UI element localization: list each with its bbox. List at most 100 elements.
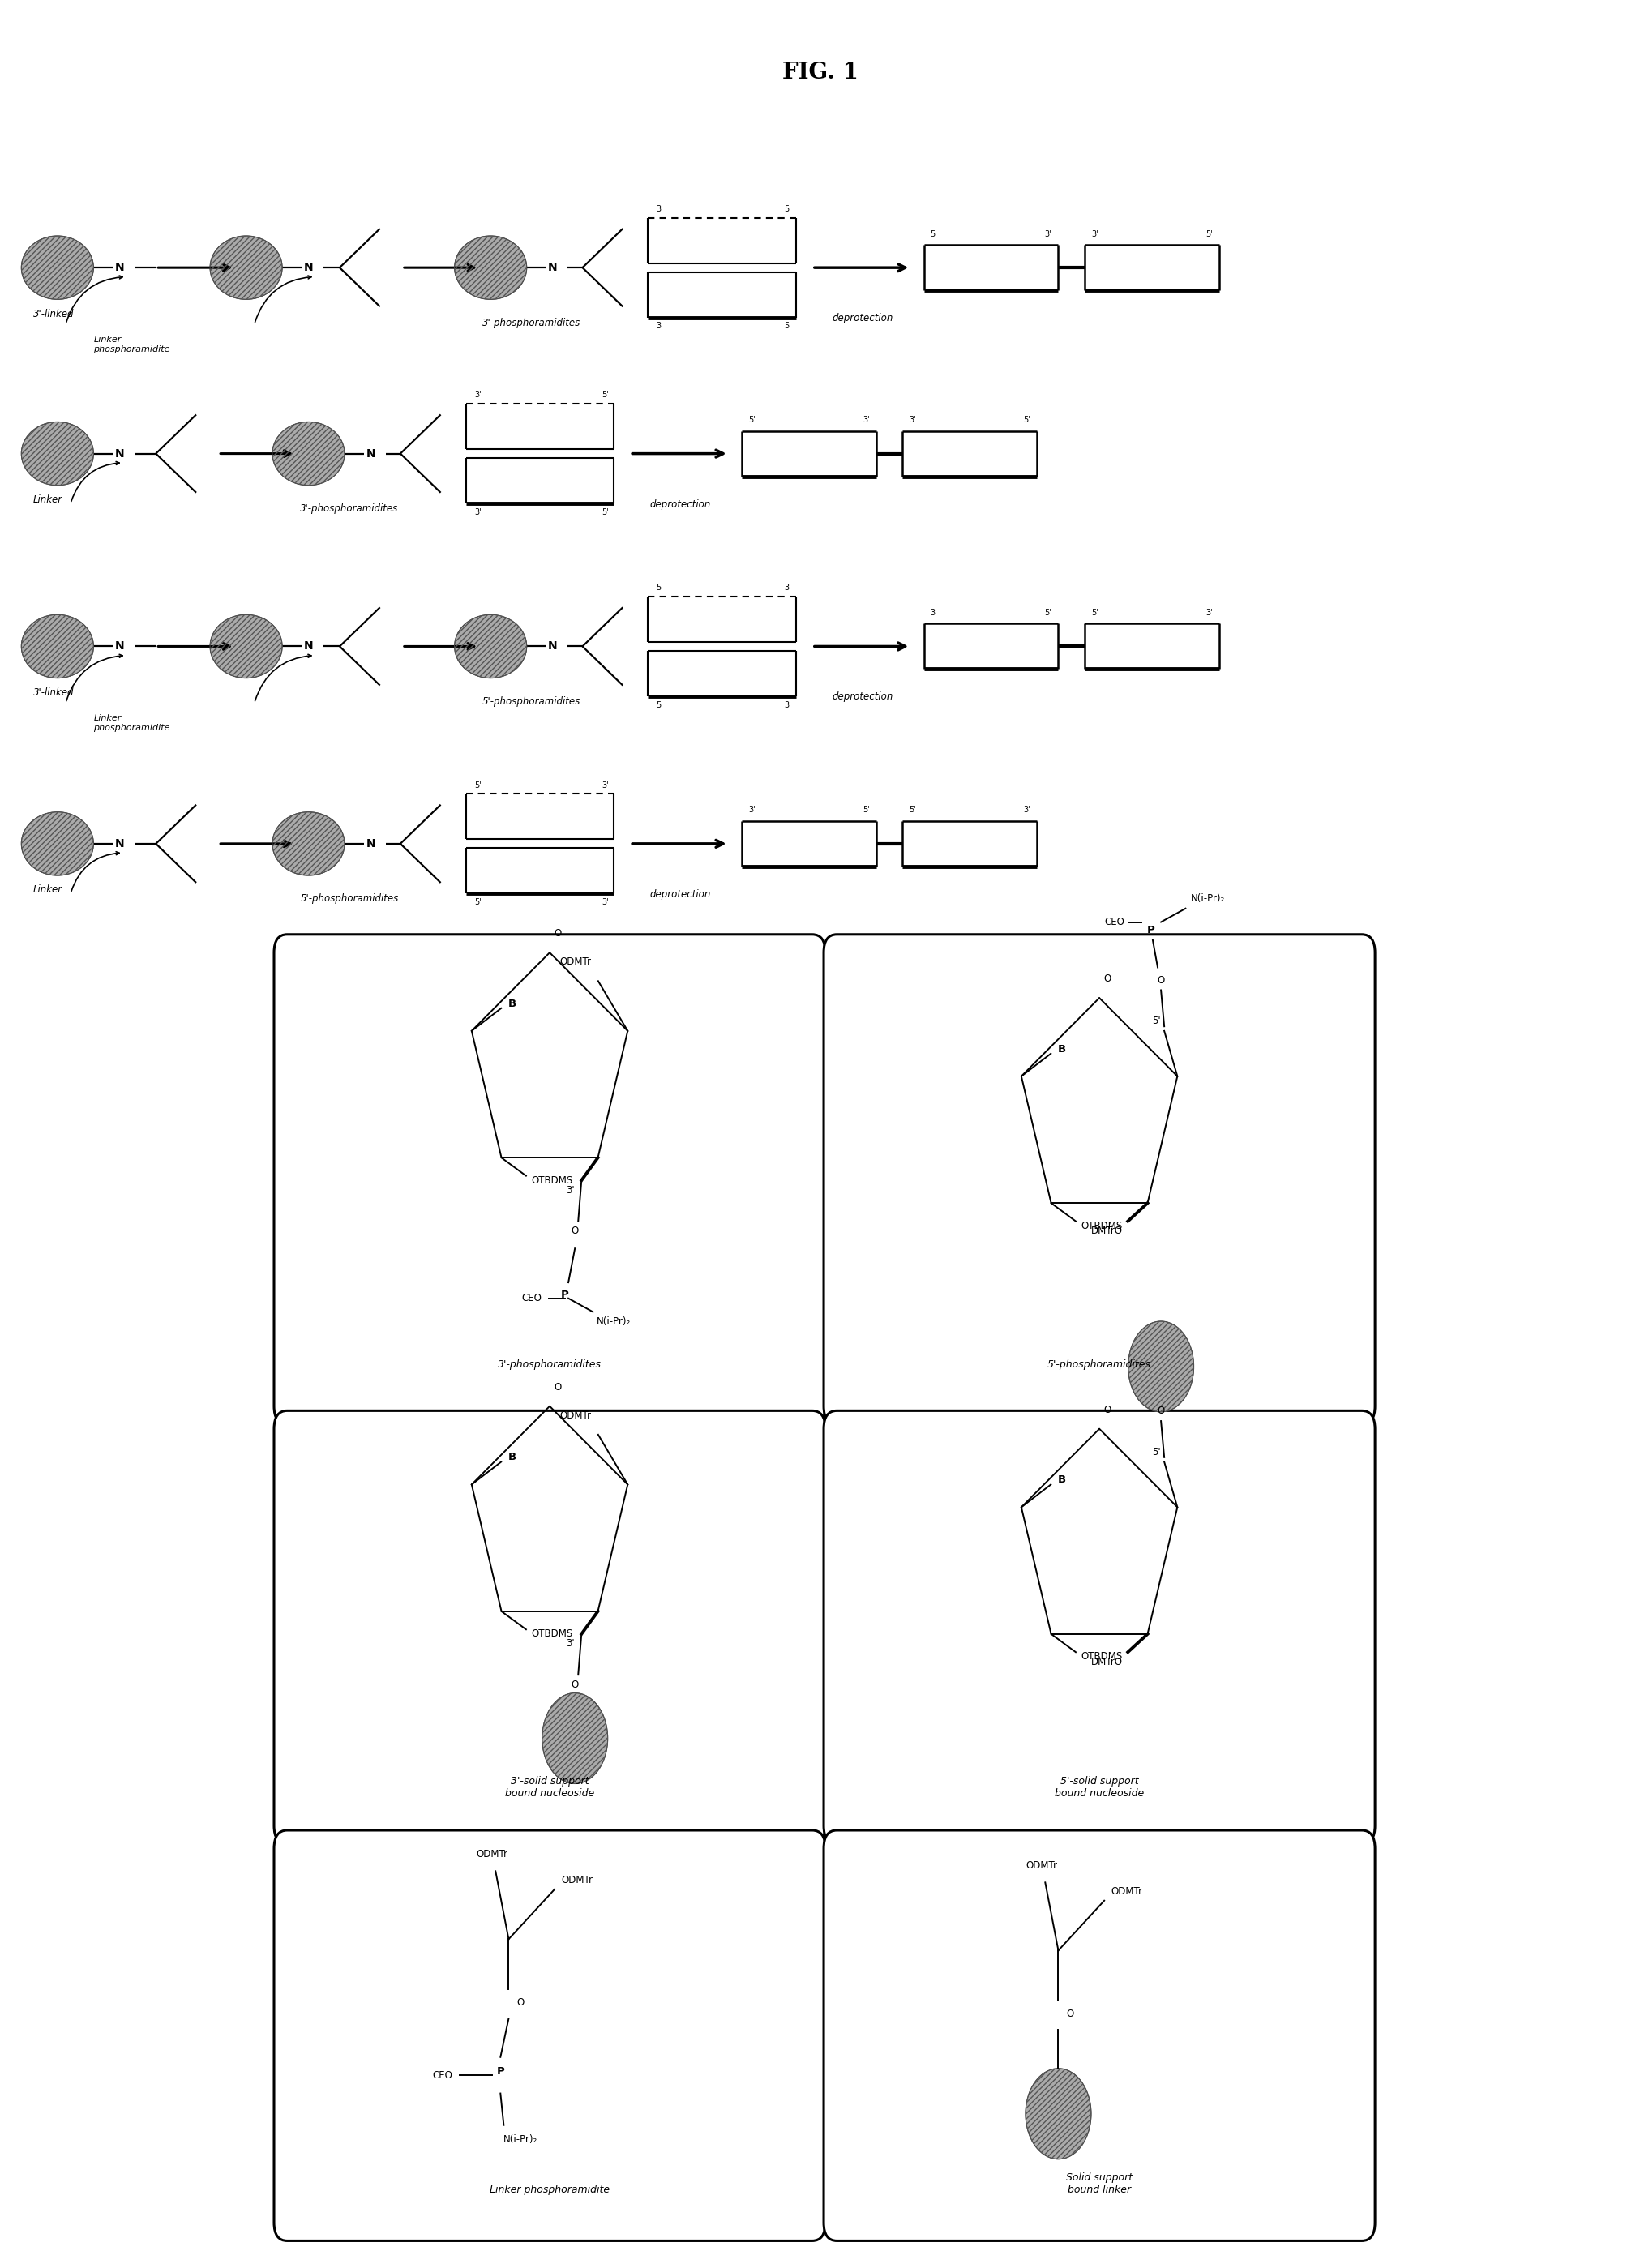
FancyBboxPatch shape: [274, 1830, 825, 2241]
FancyBboxPatch shape: [823, 1411, 1374, 1844]
Circle shape: [1025, 2068, 1091, 2159]
Text: 5': 5': [602, 508, 608, 517]
Text: 3'-linked: 3'-linked: [33, 308, 74, 320]
Text: 5': 5': [656, 583, 663, 592]
Text: 5': 5': [1205, 229, 1212, 238]
Text: O: O: [1104, 973, 1110, 984]
Text: 3'-phosphoramidites: 3'-phosphoramidites: [300, 503, 399, 515]
Text: N: N: [303, 261, 313, 274]
FancyBboxPatch shape: [274, 1411, 825, 1844]
Text: Linker
phosphoramidite: Linker phosphoramidite: [93, 714, 171, 733]
Text: 3': 3': [1023, 805, 1030, 814]
Text: 3': 3': [602, 780, 608, 789]
Text: O: O: [571, 1678, 579, 1690]
Text: N: N: [548, 261, 558, 274]
Text: FIG. 1: FIG. 1: [782, 61, 858, 84]
Ellipse shape: [21, 812, 93, 875]
Text: 5': 5': [1151, 1016, 1161, 1027]
Text: ODMTr: ODMTr: [559, 1411, 592, 1422]
Text: 3': 3': [474, 390, 481, 399]
FancyBboxPatch shape: [823, 1830, 1374, 2241]
Text: N: N: [366, 837, 376, 850]
Text: ODMTr: ODMTr: [1110, 1887, 1141, 1896]
Text: Linker
phosphoramidite: Linker phosphoramidite: [93, 336, 171, 354]
Text: 3': 3': [748, 805, 754, 814]
Ellipse shape: [454, 615, 526, 678]
Text: 5'-phosphoramidites: 5'-phosphoramidites: [482, 696, 581, 708]
Text: 5': 5': [1045, 608, 1051, 617]
Text: 3': 3': [656, 322, 663, 331]
Text: O: O: [1104, 1404, 1110, 1415]
Text: P: P: [561, 1288, 569, 1300]
Text: B: B: [1056, 1043, 1064, 1055]
Text: 3': 3': [784, 583, 790, 592]
Text: N: N: [115, 447, 125, 460]
Text: deprotection: deprotection: [831, 692, 892, 703]
Text: O: O: [1066, 2009, 1074, 2019]
Text: 5': 5': [909, 805, 915, 814]
Ellipse shape: [272, 422, 344, 485]
Text: 5': 5': [748, 415, 754, 424]
Text: OTBDMS: OTBDMS: [531, 1628, 572, 1640]
Text: OTBDMS: OTBDMS: [1081, 1651, 1122, 1662]
Text: N(i-Pr)₂: N(i-Pr)₂: [595, 1315, 630, 1327]
Text: 3': 3': [784, 701, 790, 710]
Text: CEO: CEO: [1104, 916, 1125, 928]
Text: 5': 5': [930, 229, 936, 238]
Text: 3'-phosphoramidites: 3'-phosphoramidites: [482, 318, 581, 329]
Text: N: N: [115, 640, 125, 653]
Ellipse shape: [210, 236, 282, 299]
Text: OTBDMS: OTBDMS: [531, 1175, 572, 1186]
Text: O: O: [1156, 975, 1164, 987]
Text: 3': 3': [656, 204, 663, 213]
Text: 3': 3': [474, 508, 481, 517]
Text: 5': 5': [656, 701, 663, 710]
Ellipse shape: [21, 615, 93, 678]
Text: N: N: [115, 837, 125, 850]
Ellipse shape: [454, 236, 526, 299]
Text: DMTrO: DMTrO: [1091, 1225, 1122, 1236]
Text: 5': 5': [474, 898, 481, 907]
Text: ODMTr: ODMTr: [476, 1848, 508, 1860]
Text: Linker: Linker: [33, 885, 62, 896]
Text: ODMTr: ODMTr: [559, 957, 592, 968]
Text: 5': 5': [784, 204, 790, 213]
Text: ODMTr: ODMTr: [561, 1876, 592, 1885]
Text: B: B: [507, 998, 515, 1009]
Text: B: B: [507, 1452, 515, 1463]
Text: N: N: [366, 447, 376, 460]
Text: 3': 3': [566, 1637, 574, 1649]
Circle shape: [541, 1692, 607, 1783]
Text: deprotection: deprotection: [649, 889, 710, 900]
Text: O: O: [517, 1998, 525, 2007]
Text: CEO: CEO: [522, 1293, 541, 1304]
Text: 3': 3': [1045, 229, 1051, 238]
Text: 5': 5': [1151, 1447, 1161, 1458]
Text: ODMTr: ODMTr: [1025, 1860, 1058, 1871]
Text: 3': 3': [930, 608, 936, 617]
FancyBboxPatch shape: [823, 934, 1374, 1424]
Text: N(i-Pr)₂: N(i-Pr)₂: [1191, 894, 1223, 905]
Text: B: B: [1056, 1474, 1064, 1486]
Text: 5': 5': [863, 805, 869, 814]
Text: N(i-Pr)₂: N(i-Pr)₂: [503, 2134, 538, 2146]
Text: 5': 5': [784, 322, 790, 331]
Text: 5': 5': [1091, 608, 1097, 617]
Text: 3': 3': [863, 415, 869, 424]
Text: CEO: CEO: [433, 2071, 453, 2080]
Text: 5'-phosphoramidites: 5'-phosphoramidites: [1046, 1359, 1151, 1370]
Text: P: P: [497, 2066, 503, 2077]
Text: 3': 3': [1091, 229, 1097, 238]
Text: N: N: [548, 640, 558, 653]
Ellipse shape: [210, 615, 282, 678]
Text: P: P: [1146, 925, 1155, 937]
Text: 3'-phosphoramidites: 3'-phosphoramidites: [497, 1359, 602, 1370]
Text: Solid support
bound linker: Solid support bound linker: [1066, 2173, 1132, 2195]
Text: 3'-solid support
bound nucleoside: 3'-solid support bound nucleoside: [505, 1776, 594, 1799]
Ellipse shape: [21, 236, 93, 299]
Text: 3': 3': [909, 415, 915, 424]
Ellipse shape: [272, 812, 344, 875]
Text: N: N: [115, 261, 125, 274]
Text: OTBDMS: OTBDMS: [1081, 1220, 1122, 1232]
Text: O: O: [554, 928, 561, 939]
